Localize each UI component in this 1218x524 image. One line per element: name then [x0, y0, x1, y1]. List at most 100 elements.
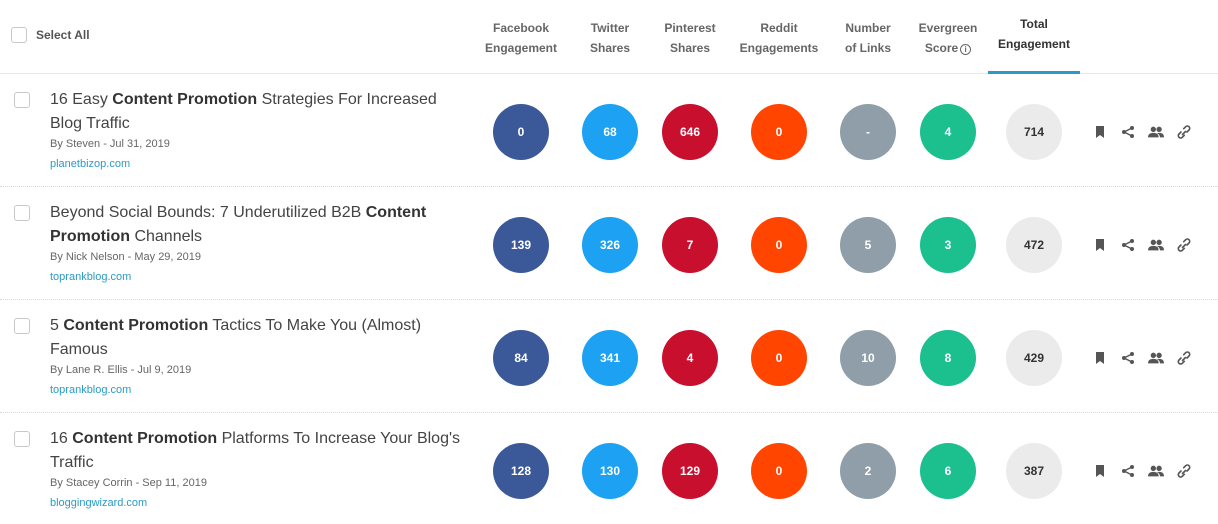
column-header-reddit[interactable]: Reddit Engagements — [736, 18, 822, 58]
column-header-twitter[interactable]: Twitter Shares — [578, 18, 642, 58]
link-icon[interactable] — [1176, 124, 1192, 140]
total-engagement-circle[interactable]: 714 — [1006, 104, 1062, 160]
link-icon[interactable] — [1176, 463, 1192, 479]
select-all-checkbox[interactable] — [11, 27, 27, 43]
article-byline: By Lane R. Ellis - Jul 9, 2019 — [50, 364, 192, 376]
evergreen-score-circle[interactable]: 8 — [920, 330, 976, 386]
column-header-label: Shares — [589, 41, 631, 55]
total-engagement-circle[interactable]: 429 — [1006, 330, 1062, 386]
article-title[interactable]: Beyond Social Bounds: 7 Underutilized B2… — [50, 201, 470, 249]
row-checkbox[interactable] — [14, 431, 30, 447]
pinterest-shares-circle[interactable]: 4 — [662, 330, 718, 386]
column-header-links[interactable]: Number of Links — [836, 18, 900, 58]
column-header-label: Score — [924, 41, 959, 55]
twitter-shares-circle[interactable]: 341 — [582, 330, 638, 386]
column-header-label: Twitter — [590, 21, 630, 35]
share-icon[interactable] — [1120, 463, 1136, 479]
total-engagement-circle[interactable]: 472 — [1006, 217, 1062, 273]
column-header-label: Facebook — [492, 21, 549, 35]
column-header-label: Total — [1020, 17, 1048, 31]
total-engagement-circle[interactable]: 387 — [1006, 443, 1062, 499]
column-header-label: Engagements — [739, 41, 819, 55]
article-domain-link[interactable]: planetbizop.com — [50, 158, 131, 170]
row-actions — [1092, 237, 1204, 253]
column-header-label: Evergreen — [918, 21, 978, 35]
row-checkbox[interactable] — [14, 205, 30, 221]
facebook-engagement-circle[interactable]: 0 — [493, 104, 549, 160]
reddit-engagements-circle[interactable]: 0 — [751, 443, 807, 499]
share-icon[interactable] — [1120, 124, 1136, 140]
users-icon[interactable] — [1148, 237, 1164, 253]
bookmark-icon[interactable] — [1092, 463, 1108, 479]
twitter-shares-circle[interactable]: 130 — [582, 443, 638, 499]
select-all[interactable]: Select All — [11, 27, 90, 43]
active-sort-indicator — [988, 71, 1080, 74]
row-actions — [1092, 463, 1204, 479]
bookmark-icon[interactable] — [1092, 237, 1108, 253]
facebook-engagement-circle[interactable]: 128 — [493, 443, 549, 499]
column-header-label: Number — [845, 21, 891, 35]
table-row: 16 Easy Content Promotion Strategies For… — [0, 74, 1218, 187]
number-of-links-circle[interactable]: 10 — [840, 330, 896, 386]
number-of-links-circle[interactable]: 2 — [840, 443, 896, 499]
row-checkbox[interactable] — [14, 318, 30, 334]
info-icon[interactable]: i — [960, 44, 972, 55]
article-title[interactable]: 16 Easy Content Promotion Strategies For… — [50, 88, 470, 136]
users-icon[interactable] — [1148, 463, 1164, 479]
article-title[interactable]: 5 Content Promotion Tactics To Make You … — [50, 314, 470, 362]
column-header-evergreen[interactable]: Evergreen Score i — [912, 18, 984, 58]
column-header-label: Engagement — [484, 41, 557, 55]
share-icon[interactable] — [1120, 350, 1136, 366]
evergreen-score-circle[interactable]: 6 — [920, 443, 976, 499]
link-icon[interactable] — [1176, 237, 1192, 253]
reddit-engagements-circle[interactable]: 0 — [751, 104, 807, 160]
evergreen-score-circle[interactable]: 4 — [920, 104, 976, 160]
article-domain-link[interactable]: toprankblog.com — [50, 271, 132, 283]
evergreen-score-circle[interactable]: 3 — [920, 217, 976, 273]
users-icon[interactable] — [1148, 124, 1164, 140]
table-header: Select All Facebook Engagement Twitter S… — [0, 0, 1218, 74]
title-text: 16 Easy — [50, 91, 113, 108]
title-text: Platforms To Increase Your Blog's Traffi… — [50, 430, 461, 471]
article-byline: By Nick Nelson - May 29, 2019 — [50, 251, 202, 263]
bookmark-icon[interactable] — [1092, 350, 1108, 366]
table-row: 5 Content Promotion Tactics To Make You … — [0, 300, 1218, 413]
title-keyword: Content Promotion — [112, 91, 258, 108]
pinterest-shares-circle[interactable]: 7 — [662, 217, 718, 273]
title-keyword: Content Promotion — [63, 317, 209, 334]
reddit-engagements-circle[interactable]: 0 — [751, 330, 807, 386]
column-header-label: Engagement — [997, 37, 1070, 51]
article-byline: By Stacey Corrin - Sep 11, 2019 — [50, 477, 207, 489]
table-row: 16 Content Promotion Platforms To Increa… — [0, 413, 1218, 524]
number-of-links-circle[interactable]: 5 — [840, 217, 896, 273]
article-domain-link[interactable]: toprankblog.com — [50, 384, 132, 396]
share-icon[interactable] — [1120, 237, 1136, 253]
users-icon[interactable] — [1148, 350, 1164, 366]
facebook-engagement-circle[interactable]: 84 — [493, 330, 549, 386]
number-of-links-circle[interactable]: - — [840, 104, 896, 160]
link-icon[interactable] — [1176, 350, 1192, 366]
twitter-shares-circle[interactable]: 326 — [582, 217, 638, 273]
column-header-label: Score i — [912, 38, 984, 58]
row-checkbox[interactable] — [14, 92, 30, 108]
column-header-label: Shares — [669, 41, 711, 55]
reddit-engagements-circle[interactable]: 0 — [751, 217, 807, 273]
article-title[interactable]: 16 Content Promotion Platforms To Increa… — [50, 427, 470, 475]
title-text: Strategies For Increased Blog Traffic — [50, 91, 437, 132]
column-header-label: of Links — [844, 41, 891, 55]
article-domain-link[interactable]: bloggingwizard.com — [50, 497, 148, 509]
title-text: 16 — [50, 430, 73, 447]
column-header-pinterest[interactable]: Pinterest Shares — [656, 18, 724, 58]
pinterest-shares-circle[interactable]: 129 — [662, 443, 718, 499]
bookmark-icon[interactable] — [1092, 124, 1108, 140]
article-byline: By Steven - Jul 31, 2019 — [50, 138, 170, 150]
column-header-facebook[interactable]: Facebook Engagement — [480, 18, 562, 58]
title-text: Beyond Social Bounds: 7 Underutilized B2… — [50, 204, 366, 221]
title-text: Tactics To Make You (Almost) Famous — [50, 317, 422, 358]
row-actions — [1092, 124, 1204, 140]
facebook-engagement-circle[interactable]: 139 — [493, 217, 549, 273]
column-header-total[interactable]: Total Engagement — [988, 14, 1080, 54]
column-header-label: Reddit — [760, 21, 798, 35]
twitter-shares-circle[interactable]: 68 — [582, 104, 638, 160]
pinterest-shares-circle[interactable]: 646 — [662, 104, 718, 160]
